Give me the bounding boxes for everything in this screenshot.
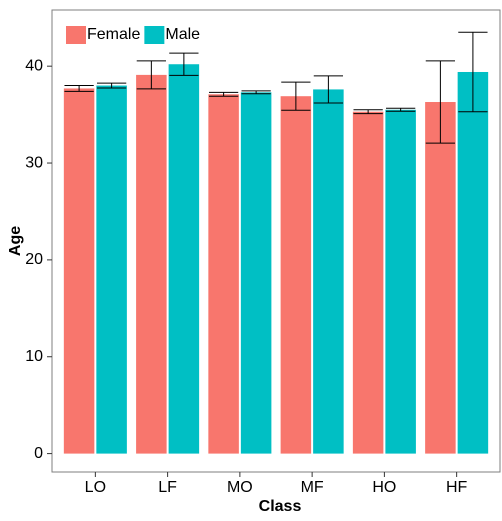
- x-tick-label: LO: [85, 479, 106, 496]
- error-bar: [313, 75, 344, 104]
- y-axis-title: Age: [7, 226, 24, 256]
- legend-swatch: [66, 26, 86, 44]
- error-bar: [281, 81, 311, 111]
- error-bar: [208, 91, 239, 97]
- bar: [352, 111, 384, 454]
- error-bar: [96, 82, 127, 89]
- bar: [96, 85, 127, 454]
- legend-label: Male: [165, 26, 200, 43]
- x-axis-title: Class: [259, 498, 302, 515]
- x-tick-label: HF: [446, 479, 468, 496]
- bar: [457, 71, 489, 454]
- legend-label: Female: [87, 26, 140, 43]
- bar: [136, 74, 167, 454]
- error-bar: [241, 90, 271, 95]
- y-tick-label: 30: [25, 154, 43, 171]
- y-tick-label: 10: [25, 348, 43, 365]
- bar: [425, 102, 456, 454]
- bar: [168, 64, 200, 454]
- error-bar: [386, 107, 416, 112]
- x-tick-label: MF: [301, 479, 324, 496]
- error-bar: [64, 85, 94, 92]
- legend-swatch: [144, 26, 165, 44]
- x-tick-label: HO: [372, 479, 396, 496]
- bar: [240, 92, 272, 454]
- y-tick-label: 0: [34, 445, 43, 462]
- x-tick-label: LF: [158, 479, 177, 496]
- bar: [208, 94, 239, 454]
- bar: [385, 109, 416, 454]
- bar: [313, 89, 344, 454]
- error-bar: [425, 60, 456, 144]
- y-tick-label: 40: [25, 57, 43, 74]
- error-bar: [169, 52, 199, 76]
- error-bar: [353, 109, 383, 115]
- error-bar: [136, 60, 166, 90]
- x-tick-label: MO: [227, 479, 253, 496]
- y-tick-label: 20: [25, 251, 43, 268]
- bar: [280, 96, 312, 454]
- bar: [63, 88, 95, 454]
- error-bar: [458, 31, 488, 113]
